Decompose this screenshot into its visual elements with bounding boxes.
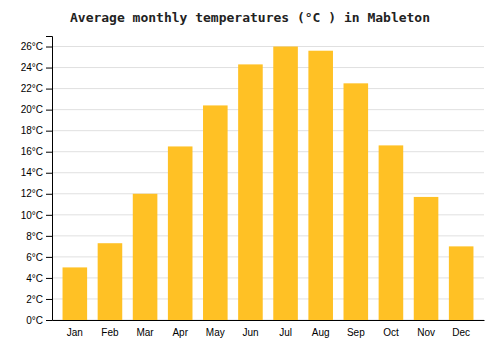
tick-label: Oct — [383, 327, 399, 338]
tick: 22°C — [21, 83, 52, 94]
tick-mark — [46, 152, 52, 153]
tick-label: Jun — [242, 327, 258, 338]
tick-label: 16°C — [21, 146, 43, 157]
tick: Mar — [136, 327, 154, 338]
tick-label: Nov — [417, 327, 435, 338]
tick-label: 18°C — [21, 125, 43, 136]
tick-mark — [46, 68, 52, 69]
grid-line — [52, 88, 484, 89]
tick: May — [206, 327, 225, 338]
tick: Aug — [312, 327, 330, 338]
tick-mark — [46, 131, 52, 132]
bar — [168, 146, 193, 320]
tick: 0°C — [26, 315, 52, 326]
bars — [63, 47, 474, 320]
tick-label: 4°C — [26, 273, 43, 284]
tick: Apr — [172, 327, 188, 338]
bar — [379, 145, 404, 320]
axis-line — [53, 320, 485, 321]
tick-label: Dec — [452, 327, 470, 338]
tick-mark — [46, 299, 52, 300]
bar — [133, 194, 158, 320]
tick-label: Aug — [312, 327, 330, 338]
bar — [273, 47, 298, 320]
tick: Nov — [417, 327, 435, 338]
tick: Dec — [452, 327, 470, 338]
tick: 10°C — [21, 210, 52, 221]
tick: Oct — [383, 327, 399, 338]
tick-label: 6°C — [26, 252, 43, 263]
axis-line — [46, 37, 53, 321]
grid-line — [52, 46, 484, 47]
tick-label: 22°C — [21, 83, 43, 94]
tick-label: 14°C — [21, 167, 43, 178]
bar — [449, 246, 474, 320]
tick-mark — [46, 110, 52, 111]
tick-mark — [46, 47, 52, 48]
bar — [344, 83, 369, 320]
tick: 18°C — [21, 125, 52, 136]
tick-label: Jan — [67, 327, 83, 338]
tick: 26°C — [21, 41, 52, 52]
grid-line — [52, 109, 484, 110]
tick-label: 24°C — [21, 62, 43, 73]
tick: 6°C — [26, 252, 52, 263]
grid-line — [52, 172, 484, 173]
y-axis: 0°C 2°C 4°C 6°C 8°C 10°C 12°C 14°C 16°C 18°C 20°C 2… — [21, 37, 53, 326]
tick: Sep — [347, 327, 365, 338]
tick-label: May — [206, 327, 225, 338]
tick-label: 8°C — [26, 231, 43, 242]
tick-mark — [46, 257, 52, 258]
tick: Jun — [242, 327, 258, 338]
tick: Jan — [67, 327, 83, 338]
tick: 24°C — [21, 62, 52, 73]
chart: 0°C 2°C 4°C 6°C 8°C 10°C 12°C 14°C 16°C 18°C 20°C 2… — [0, 0, 500, 350]
tick: 14°C — [21, 167, 52, 178]
tick: 2°C — [26, 294, 52, 305]
bar — [414, 197, 439, 320]
bar — [203, 105, 228, 320]
tick-mark — [46, 215, 52, 216]
tick-mark — [46, 320, 52, 321]
bar — [98, 243, 123, 320]
tick: Feb — [101, 327, 119, 338]
tick-label: Jul — [279, 327, 292, 338]
tick-mark — [46, 173, 52, 174]
tick-mark — [46, 194, 52, 195]
tick-label: Apr — [172, 327, 188, 338]
tick-mark — [46, 278, 52, 279]
tick: Jul — [279, 327, 292, 338]
bar — [308, 51, 333, 320]
tick-label: 10°C — [21, 210, 43, 221]
title: Average monthly temperatures (°C ) in Ma… — [70, 10, 430, 25]
tick: 8°C — [26, 231, 52, 242]
grid-line — [52, 151, 484, 152]
tick-label: 0°C — [26, 315, 43, 326]
grid — [52, 47, 484, 320]
tick-label: 12°C — [21, 188, 43, 199]
grid-line — [52, 130, 484, 131]
tick-label: Mar — [136, 327, 154, 338]
grid-line — [52, 193, 484, 194]
tick: 20°C — [21, 104, 52, 115]
x-axis: Jan Feb Mar Apr May Jun Jul Aug Sep Oct Nov Dec — [53, 321, 485, 339]
tick-mark — [46, 89, 52, 90]
tick-label: Feb — [101, 327, 119, 338]
grid-line — [52, 67, 484, 68]
tick-mark — [46, 236, 52, 237]
tick: 4°C — [26, 273, 52, 284]
tick-label: 20°C — [21, 104, 43, 115]
tick-label: 2°C — [26, 294, 43, 305]
plot: 0°C 2°C 4°C 6°C 8°C 10°C 12°C 14°C 16°C 18°C 20°C 2… — [21, 37, 485, 339]
tick: 12°C — [21, 188, 52, 199]
bar — [63, 267, 88, 320]
tick: 16°C — [21, 146, 52, 157]
tick-label: 26°C — [21, 41, 43, 52]
tick-label: Sep — [347, 327, 365, 338]
bar — [238, 64, 263, 320]
